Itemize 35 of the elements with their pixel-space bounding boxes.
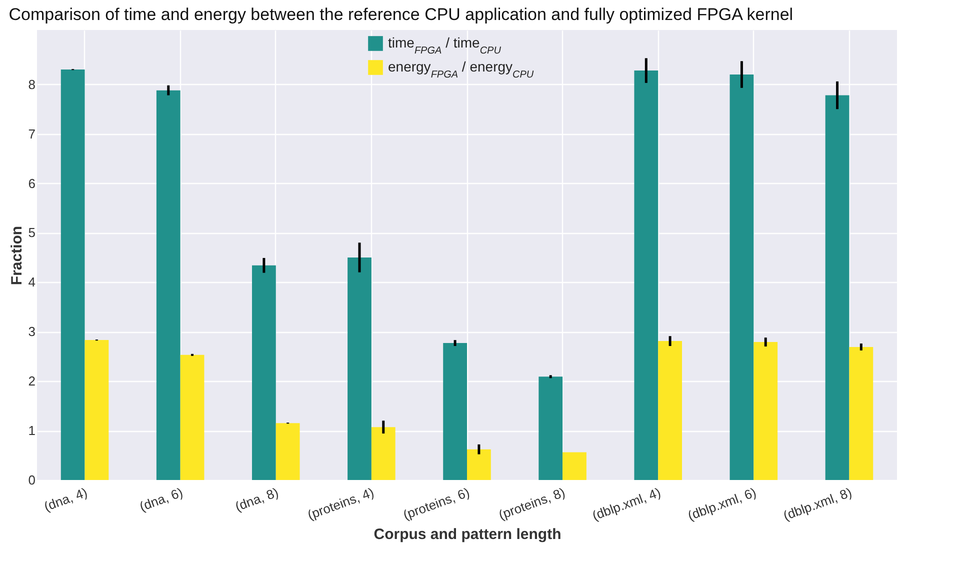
y-tick-label: 3 (28, 324, 36, 340)
bar (634, 70, 658, 480)
bar (538, 376, 563, 480)
bar (467, 449, 491, 480)
y-tick-label: 6 (28, 176, 36, 191)
y-tick-label: 2 (28, 374, 36, 389)
bar (443, 343, 467, 480)
bar (849, 346, 874, 480)
bar (84, 340, 109, 480)
y-tick-label: 7 (28, 126, 36, 142)
bar (276, 423, 300, 480)
bar (60, 70, 85, 480)
bar (825, 95, 850, 480)
x-axis-title: Corpus and pattern length (374, 526, 562, 544)
y-axis-title: Fraction (8, 226, 26, 286)
x-tick-label: (dna, 4) (42, 484, 90, 514)
x-tick-label: (dna, 8) (233, 484, 280, 514)
y-tick-label: 8 (28, 76, 36, 92)
bar (252, 265, 276, 480)
y-tick-label: 5 (28, 225, 36, 240)
bar (562, 452, 586, 480)
bar (348, 257, 372, 480)
bar (754, 342, 778, 480)
x-tick-label: (dna, 6) (138, 484, 185, 514)
bar (371, 427, 396, 480)
bar (180, 354, 204, 480)
y-tick-label: 0 (28, 472, 36, 488)
y-tick-label: 1 (28, 423, 36, 438)
chart-title: Comparison of time and energy between the reference CPU application and fully optimized FPGA kernel (8, 5, 794, 24)
y-tick-label: 4 (28, 274, 36, 290)
bar (730, 74, 754, 480)
bar (156, 90, 180, 480)
bar (658, 341, 682, 480)
legend-label: energy$_{FPGA}$ / energy$_{CPU}$ (388, 58, 534, 80)
legend-label: time$_{FPGA}$ / time$_{CPU}$ (388, 34, 502, 56)
